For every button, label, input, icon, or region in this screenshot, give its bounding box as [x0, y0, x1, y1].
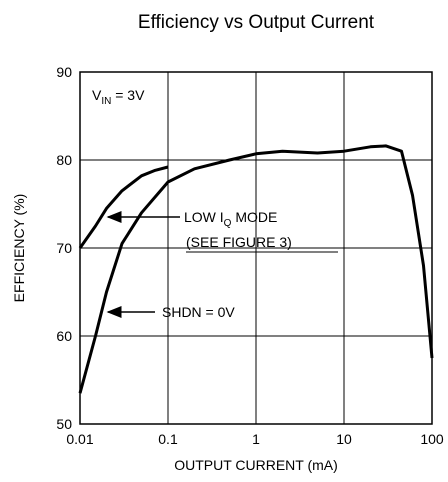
x-tick-label: 100 [420, 431, 444, 447]
annotation-text: (SEE FIGURE 3) [186, 234, 292, 250]
x-axis-label: OUTPUT CURRENT (mA) [174, 457, 338, 473]
annotation-text: V [92, 87, 102, 103]
x-tick-label: 10 [336, 431, 352, 447]
annotation-subscript: IN [101, 96, 111, 107]
y-axis-label: EFFICIENCY (%) [11, 194, 27, 303]
annotation: VIN = 3V [92, 87, 145, 107]
annotation-text: = 3V [111, 87, 145, 103]
y-tick-label: 70 [56, 240, 72, 256]
y-tick-label: 90 [56, 64, 72, 80]
y-tick-label: 50 [56, 416, 72, 432]
annotation: SHDN = 0V [162, 304, 235, 320]
annotation-subscript: Q [224, 218, 232, 229]
x-tick-label: 0.1 [158, 431, 178, 447]
x-tick-label: 0.01 [66, 431, 93, 447]
y-tick-label: 80 [56, 152, 72, 168]
annotation: LOW IQ MODE [184, 209, 277, 229]
chart-title: Efficiency vs Output Current [138, 12, 375, 33]
annotation-text: SHDN = 0V [162, 304, 235, 320]
annotation: (SEE FIGURE 3) [186, 234, 292, 250]
annotation-text: LOW I [184, 209, 224, 225]
y-tick-label: 60 [56, 328, 72, 344]
x-tick-label: 1 [252, 431, 260, 447]
data-line [78, 165, 169, 249]
annotation-text: MODE [231, 209, 277, 225]
data-line [78, 144, 434, 394]
